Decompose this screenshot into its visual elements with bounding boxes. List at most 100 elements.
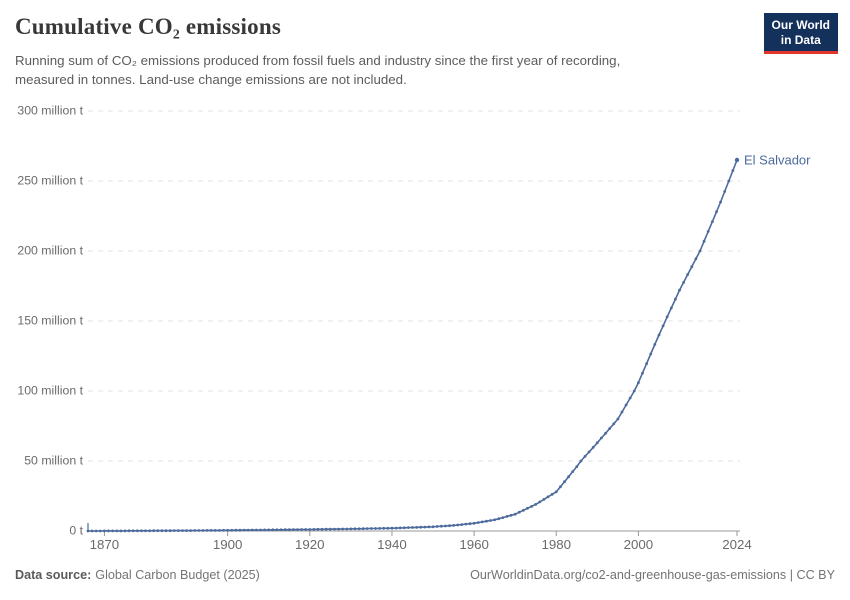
series-point[interactable] — [538, 500, 542, 504]
series-point[interactable] — [304, 528, 308, 531]
series-point[interactable] — [489, 519, 492, 522]
series-point[interactable] — [550, 492, 554, 496]
series-point[interactable] — [172, 529, 176, 532]
series-point[interactable] — [312, 528, 316, 531]
series-point[interactable] — [135, 529, 139, 533]
series-point[interactable] — [407, 526, 410, 529]
series-point[interactable] — [604, 431, 607, 435]
series-point[interactable] — [164, 529, 168, 533]
series-point[interactable] — [661, 324, 665, 328]
series-point[interactable] — [546, 495, 550, 499]
entity-label[interactable]: El Salvador — [744, 152, 811, 167]
series-point[interactable] — [554, 490, 558, 494]
series-point[interactable] — [583, 455, 587, 458]
series-point[interactable] — [382, 526, 386, 530]
series-point[interactable] — [222, 528, 226, 532]
series-point[interactable] — [497, 517, 501, 521]
series-point[interactable] — [509, 513, 513, 517]
series-point[interactable] — [567, 475, 570, 479]
series-point[interactable] — [563, 480, 566, 484]
series-point[interactable] — [456, 523, 460, 527]
series-point[interactable] — [682, 281, 685, 284]
series-point[interactable] — [238, 528, 242, 532]
series-point[interactable] — [127, 529, 131, 533]
series-point[interactable] — [694, 257, 698, 261]
series-point[interactable] — [255, 528, 258, 532]
series-point[interactable] — [678, 288, 681, 292]
series-point[interactable] — [357, 527, 361, 531]
series-point[interactable] — [324, 527, 328, 531]
series-point[interactable] — [612, 422, 616, 426]
series-point[interactable] — [279, 528, 283, 532]
series-point[interactable] — [493, 518, 497, 522]
series-point[interactable] — [234, 528, 238, 532]
series-point[interactable] — [595, 441, 599, 445]
series-point[interactable] — [480, 520, 484, 524]
series-point[interactable] — [148, 529, 152, 533]
series-point[interactable] — [522, 508, 525, 512]
series-point[interactable] — [649, 352, 653, 356]
series-point[interactable] — [402, 526, 406, 530]
series-point[interactable] — [300, 528, 303, 531]
series-point[interactable] — [620, 410, 624, 414]
series-point[interactable] — [468, 522, 472, 526]
series-point[interactable] — [390, 526, 394, 530]
series-point[interactable] — [472, 521, 476, 525]
series-point[interactable] — [542, 498, 546, 501]
series-point[interactable] — [439, 524, 443, 528]
series-point[interactable] — [653, 343, 657, 346]
series-point[interactable] — [530, 505, 533, 508]
series-point[interactable] — [205, 529, 209, 532]
series-point[interactable] — [715, 210, 718, 214]
series-point[interactable] — [501, 516, 505, 519]
series-point[interactable] — [448, 524, 451, 528]
series-point[interactable] — [308, 528, 312, 531]
owid-logo[interactable]: Our World in Data — [763, 13, 838, 54]
series-point[interactable] — [637, 381, 640, 384]
series-point[interactable] — [657, 333, 661, 337]
series-point[interactable] — [115, 529, 119, 533]
series-point[interactable] — [665, 315, 669, 319]
series-point[interactable] — [209, 529, 213, 532]
series-point[interactable] — [608, 427, 612, 430]
series-point[interactable] — [275, 528, 279, 532]
series-point[interactable] — [94, 529, 98, 533]
series-point[interactable] — [131, 529, 135, 533]
series-point[interactable] — [296, 528, 299, 531]
series-point[interactable] — [107, 529, 110, 533]
series-point[interactable] — [485, 519, 488, 523]
series-point[interactable] — [144, 529, 147, 533]
series-end-point[interactable] — [734, 157, 740, 163]
series-point[interactable] — [723, 190, 727, 193]
series-point[interactable] — [361, 527, 365, 531]
series-point[interactable] — [731, 169, 735, 172]
series-point[interactable] — [333, 527, 336, 531]
series-point[interactable] — [287, 528, 291, 532]
series-point[interactable] — [103, 529, 106, 533]
series-point[interactable] — [517, 510, 521, 514]
series-point[interactable] — [616, 417, 620, 421]
series-point[interactable] — [353, 527, 357, 531]
series-point[interactable] — [267, 528, 271, 532]
series-point[interactable] — [226, 528, 230, 532]
series-point[interactable] — [702, 239, 706, 243]
series-point[interactable] — [591, 446, 595, 449]
series-point[interactable] — [242, 528, 246, 532]
series-point[interactable] — [140, 529, 143, 533]
series-point[interactable] — [452, 524, 455, 527]
series-point[interactable] — [600, 436, 603, 440]
series-point[interactable] — [341, 527, 345, 531]
series-point[interactable] — [427, 525, 431, 529]
series-point[interactable] — [365, 527, 369, 530]
series-point[interactable] — [218, 529, 221, 532]
series-point[interactable] — [152, 529, 156, 533]
series-point[interactable] — [160, 529, 164, 533]
series-point[interactable] — [345, 527, 349, 531]
series-point[interactable] — [690, 265, 694, 269]
series-point[interactable] — [476, 521, 480, 524]
series-point[interactable] — [575, 465, 579, 468]
series-point[interactable] — [628, 396, 632, 400]
series-point[interactable] — [727, 179, 731, 183]
series-point[interactable] — [674, 297, 677, 301]
series-point[interactable] — [123, 529, 127, 533]
